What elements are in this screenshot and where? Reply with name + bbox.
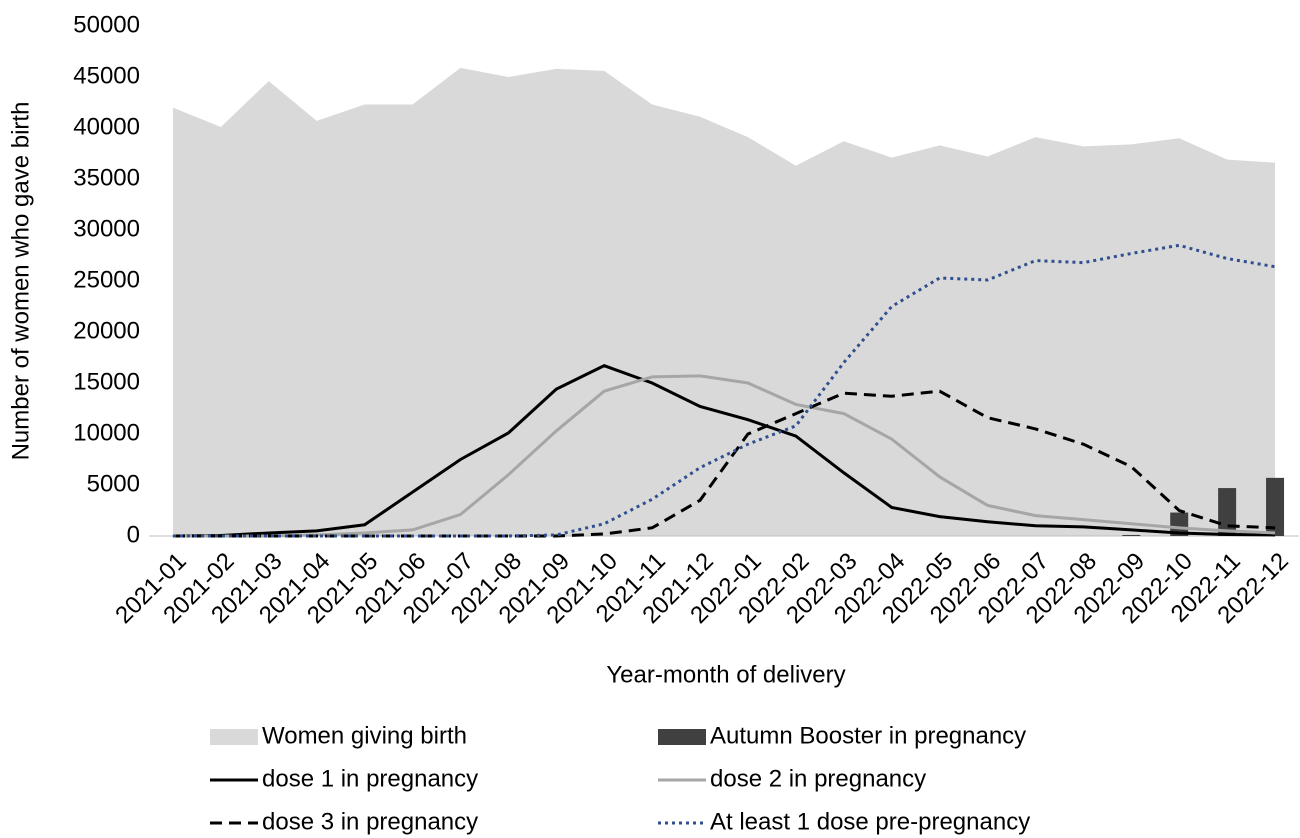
y-tick-label: 20000 — [73, 317, 140, 344]
legend-label: Women giving birth — [262, 722, 467, 749]
legend-label: dose 1 in pregnancy — [262, 765, 478, 792]
legend-label: Autumn Booster in pregnancy — [710, 722, 1026, 749]
y-tick-label: 50000 — [73, 11, 140, 38]
y-axis-label: Number of women who gave birth — [7, 102, 34, 461]
line — [172, 389, 1276, 538]
line — [172, 364, 1276, 538]
legend-label: dose 2 in pregnancy — [710, 765, 926, 792]
y-tick-label: 45000 — [73, 62, 140, 89]
legend-swatch — [658, 729, 706, 745]
line — [172, 243, 1276, 538]
legend-label: dose 3 in pregnancy — [262, 808, 478, 835]
bar — [1170, 512, 1189, 536]
y-tick-label: 10000 — [73, 419, 140, 446]
line — [172, 374, 1276, 538]
bar — [1218, 488, 1237, 536]
y-tick-label: 25000 — [73, 266, 140, 293]
y-tick-label: 5000 — [87, 470, 140, 497]
legend-swatch — [210, 729, 258, 745]
y-tick-label: 35000 — [73, 164, 140, 191]
y-tick-label: 0 — [127, 521, 140, 548]
y-tick-label: 30000 — [73, 215, 140, 242]
bar — [1266, 477, 1285, 536]
legend-label: At least 1 dose pre-pregnancy — [710, 808, 1030, 835]
y-tick-label: 40000 — [73, 113, 140, 140]
x-axis-label: Year-month of delivery — [606, 661, 845, 688]
bar — [1122, 534, 1141, 536]
y-tick-label: 15000 — [73, 368, 140, 395]
